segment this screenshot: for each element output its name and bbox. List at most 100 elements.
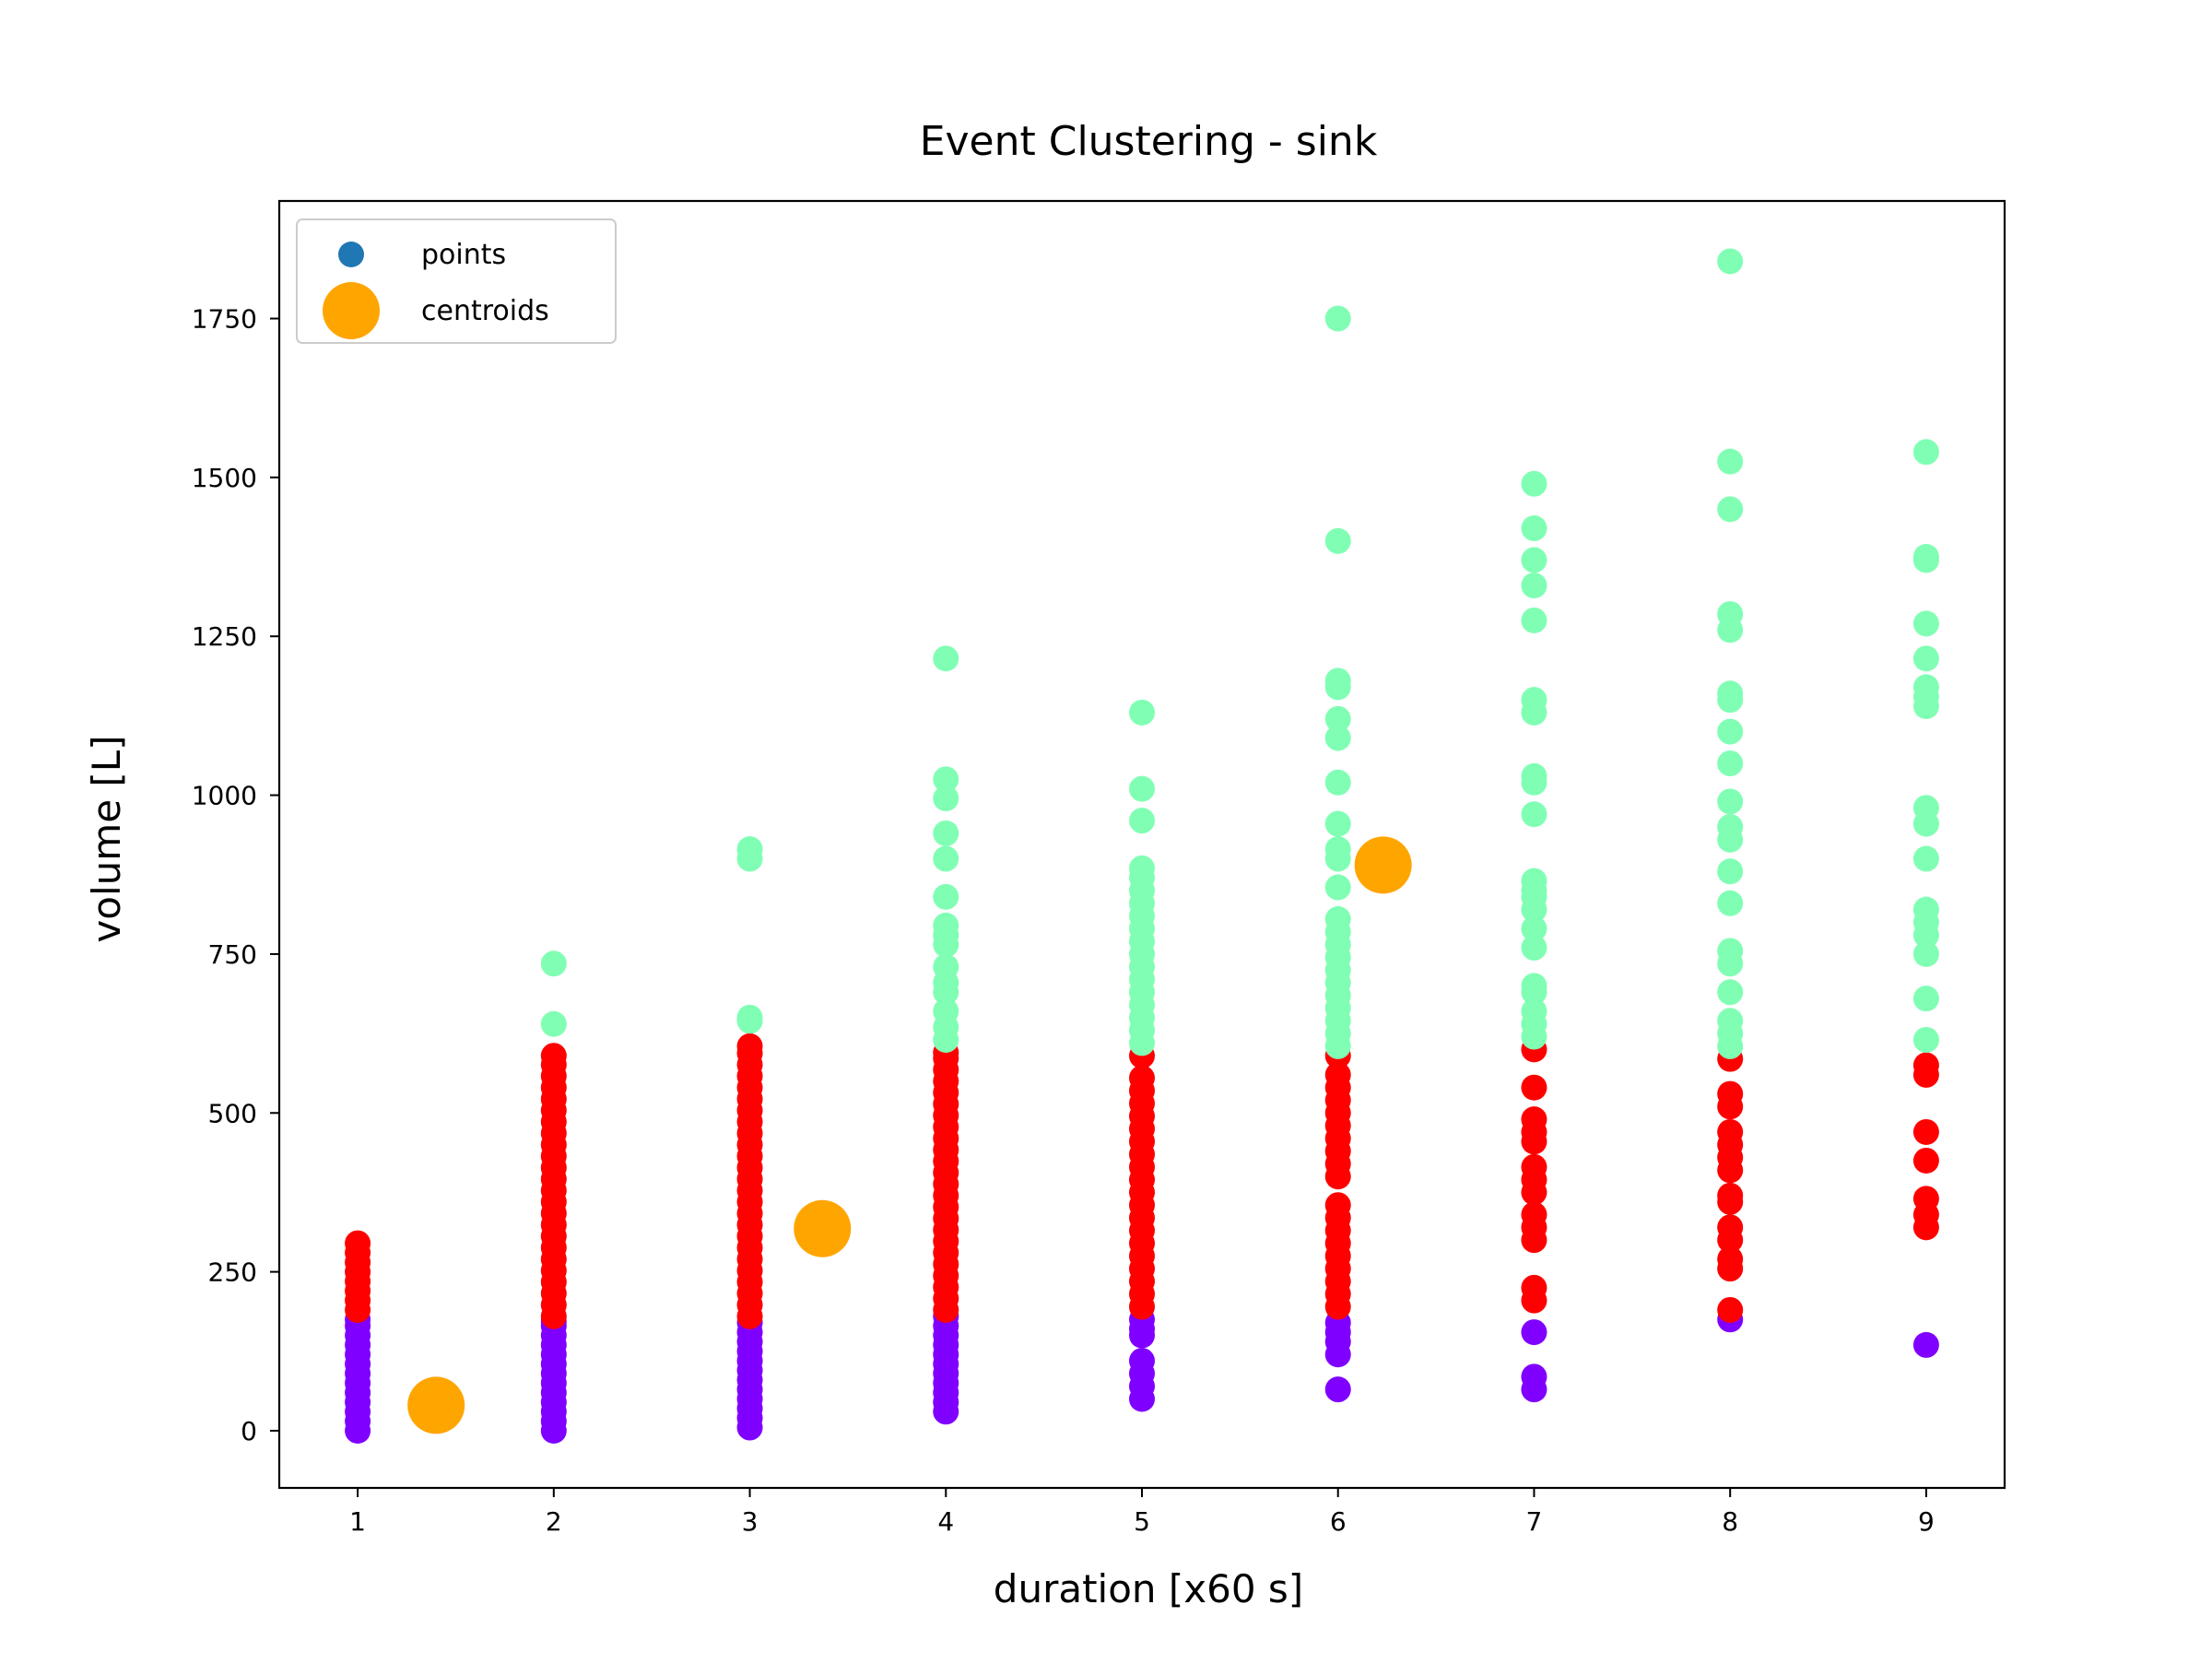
data-point [1717,814,1744,841]
data-point [933,785,959,812]
data-point [1912,940,1939,967]
x-tick-label: 1 [349,1506,366,1537]
data-point [736,1004,763,1031]
data-point [933,645,959,672]
data-point [1129,699,1155,726]
data-point [1717,1008,1744,1034]
data-point [1324,1061,1351,1088]
data-point [1912,1118,1939,1145]
data-point [1521,1074,1547,1101]
data-point [933,845,959,872]
data-point [1717,1245,1744,1272]
data-point [1521,687,1547,714]
data-point [1717,979,1744,1006]
x-tick-label: 9 [1918,1506,1935,1537]
data-point [933,883,959,910]
data-point [1717,1118,1744,1145]
series-high [540,248,1939,1059]
data-point [1324,725,1351,751]
data-point [1324,810,1351,837]
data-point [1717,1296,1744,1323]
data-point [1521,935,1547,962]
data-point [1912,544,1939,571]
data-point [1324,705,1351,732]
data-point [736,1033,763,1059]
data-point [1324,527,1351,554]
data-point [1521,762,1547,789]
data-point [1521,1319,1547,1346]
y-tick-label: 1500 [192,463,257,493]
data-point [933,953,959,980]
data-point [1521,801,1547,828]
data-point [1717,601,1744,628]
legend-label: centroids [421,295,549,327]
data-point [1717,890,1744,916]
data-point [1521,607,1547,633]
plot-area [345,248,1939,1444]
data-point [933,997,959,1024]
data-point [1129,1065,1155,1092]
data-point [933,820,959,846]
data-point [1521,547,1547,573]
data-point [1717,448,1744,475]
data-point [1324,1376,1351,1403]
x-tick-label: 5 [1134,1506,1150,1537]
data-point [1717,1080,1744,1107]
data-point [1521,867,1547,894]
legend-label: points [421,239,506,271]
data-point [1521,1274,1547,1301]
y-tick-label: 500 [208,1098,257,1128]
data-point [1912,645,1939,672]
data-point [1324,305,1351,332]
centroids [407,836,1412,1434]
x-tick-label: 6 [1330,1506,1347,1537]
data-point [540,950,567,977]
x-tick-label: 4 [937,1506,954,1537]
axes: 1 2 3 4 5 6 7 8 9 0 250 500 750 1000 1250 1500 1750 [192,199,2006,1537]
data-point [1129,1348,1155,1375]
data-point [1717,680,1744,707]
data-point [736,836,763,863]
data-point [1912,985,1939,1012]
data-point [1521,997,1547,1024]
legend: points centroids [296,218,617,344]
y-tick-label: 750 [208,939,257,970]
data-point [540,1043,567,1069]
data-point [1912,1147,1939,1174]
data-point [1912,1186,1939,1212]
data-point [1324,667,1351,694]
data-point [540,1010,567,1037]
data-point [1717,248,1744,275]
data-point [1912,845,1939,872]
data-point [1521,572,1547,599]
centroid-point [1354,836,1412,894]
data-point [1717,788,1744,815]
data-point [1717,858,1744,885]
data-point [1717,1214,1744,1241]
data-point [1324,874,1351,901]
data-point [1521,470,1547,497]
data-point [1912,674,1939,701]
y-tick-label: 250 [208,1257,257,1288]
data-point [1521,1201,1547,1228]
data-point [1521,973,1547,999]
data-point [1129,775,1155,802]
data-point [1324,906,1351,932]
data-point [1912,1331,1939,1358]
x-axis-label: duration [x60 s] [994,1566,1303,1611]
data-point [1717,496,1744,523]
data-point [933,912,959,938]
data-point [1521,1153,1547,1180]
data-point [1912,795,1939,821]
data-point [1324,1192,1351,1219]
y-tick-label: 1250 [192,621,257,652]
data-point [1912,610,1939,637]
data-point [1129,808,1155,834]
data-point [1521,1363,1547,1390]
y-tick-label: 1000 [192,781,257,811]
centroid-point [407,1376,465,1434]
data-point [1521,915,1547,942]
y-tick-label: 0 [241,1416,257,1446]
legend-marker [338,242,364,267]
